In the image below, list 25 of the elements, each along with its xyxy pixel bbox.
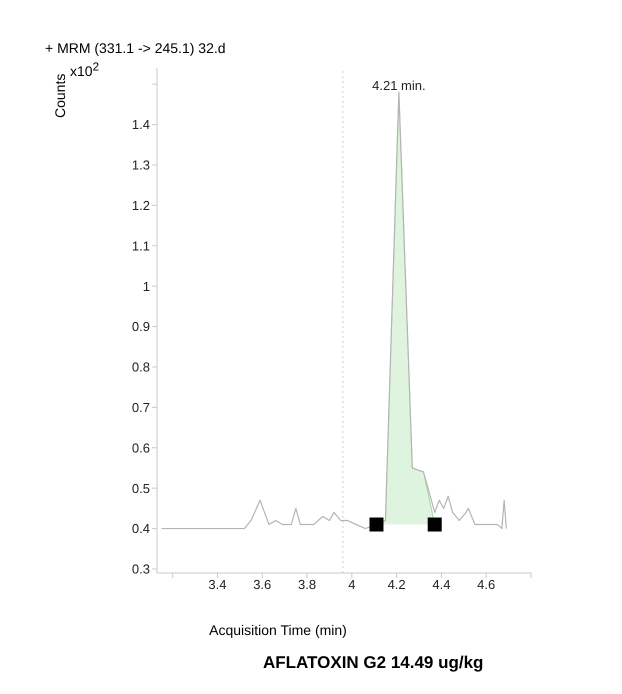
y-tick-label: 1.3 [132, 158, 150, 173]
y-tick-label: 0.4 [132, 521, 150, 536]
y-tick-label: 0.5 [132, 480, 150, 496]
x-tick-label: 4.4 [432, 577, 450, 592]
x-tick-label: 4.2 [388, 577, 406, 592]
y-tick-label: 1.1 [132, 238, 150, 254]
y-tick-label: 1 [142, 278, 150, 294]
x-tick-label: 3.4 [208, 577, 227, 592]
y-tick-label: 0.3 [132, 562, 150, 577]
x-axis-title: Acquisition Time (min) [209, 622, 347, 638]
y-tick-label: 0.6 [132, 440, 150, 456]
x-tick-label: 3.8 [298, 577, 316, 592]
x-tick-label: 4 [348, 577, 356, 592]
text: AFLATOXIN G2 14.49 ug/kg [263, 653, 484, 672]
x-tick-label: 4.6 [477, 577, 496, 592]
text: x10$^{2}$ [70, 60, 100, 79]
annotation: 4.21 min. [372, 78, 426, 94]
y-tick-label: 0.8 [132, 360, 150, 375]
y-tick-label: 0.7 [132, 400, 150, 415]
x-tick-label: 3.6 [253, 577, 272, 592]
y-tick-label: 1.2 [132, 198, 150, 213]
chart-title: + MRM (331.1 -> 245.1) 32.d [45, 40, 226, 56]
y-axis-title: Counts [52, 74, 68, 118]
y-tick-label: 1.4 [132, 117, 150, 132]
y-tick-label: 0.9 [132, 319, 150, 334]
